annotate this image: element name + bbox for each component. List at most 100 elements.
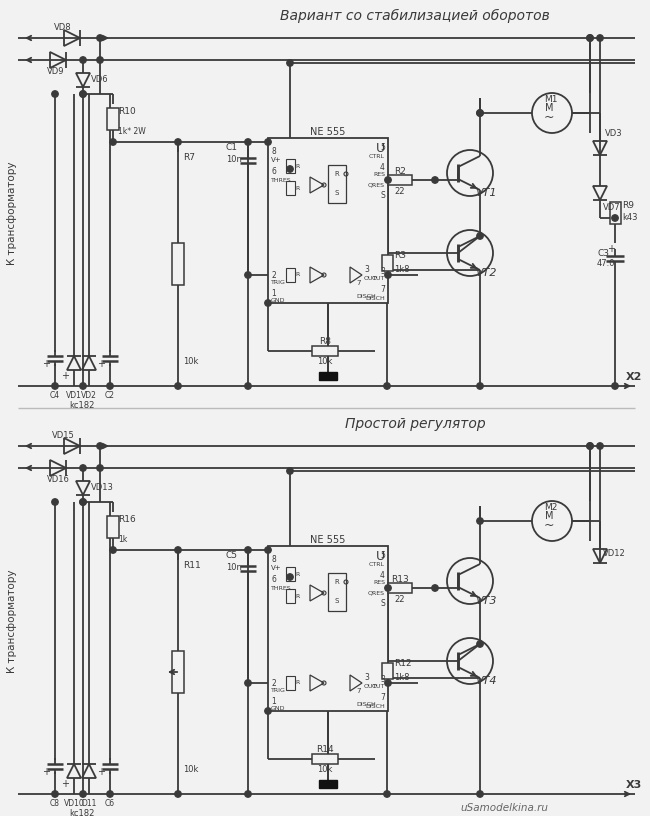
Circle shape (477, 518, 483, 524)
Text: VD16: VD16 (47, 476, 70, 485)
Text: C1: C1 (226, 143, 238, 152)
Text: VD13: VD13 (91, 484, 114, 493)
Circle shape (52, 383, 58, 389)
Text: R: R (296, 571, 300, 576)
Text: 1: 1 (271, 697, 276, 706)
Text: 5: 5 (380, 144, 385, 153)
Circle shape (80, 57, 86, 63)
Bar (319, 780, 337, 788)
Circle shape (175, 547, 181, 553)
Circle shape (175, 791, 181, 797)
Text: TRIG: TRIG (271, 281, 286, 286)
Text: DISCH: DISCH (365, 295, 385, 300)
Text: 5: 5 (380, 552, 385, 561)
Bar (610, 202, 621, 224)
Bar (328, 165, 346, 203)
Text: OUT: OUT (364, 277, 378, 282)
Bar (312, 754, 338, 764)
Text: DISCH: DISCH (365, 703, 385, 708)
Bar (107, 108, 119, 130)
Text: CTRL: CTRL (369, 154, 385, 159)
Text: TRIG: TRIG (271, 689, 286, 694)
Bar (382, 255, 393, 271)
Text: S: S (380, 190, 385, 199)
Circle shape (385, 177, 391, 184)
Text: kc182: kc182 (70, 401, 95, 410)
Text: ~: ~ (544, 518, 554, 531)
Text: R7: R7 (183, 153, 195, 162)
Circle shape (587, 443, 593, 449)
Circle shape (612, 383, 618, 389)
Text: VD8: VD8 (54, 23, 72, 32)
Text: 1: 1 (271, 289, 276, 298)
Text: M: M (545, 511, 553, 521)
Circle shape (384, 383, 390, 389)
Text: 4: 4 (380, 162, 385, 171)
Circle shape (80, 91, 86, 97)
Text: VD7: VD7 (603, 202, 621, 211)
Text: R11: R11 (183, 561, 201, 570)
Circle shape (477, 383, 483, 389)
Circle shape (287, 574, 293, 580)
Circle shape (612, 215, 618, 221)
Bar (388, 175, 412, 185)
Text: 8: 8 (271, 556, 276, 565)
Text: 2: 2 (271, 270, 276, 280)
Circle shape (597, 35, 603, 41)
Text: 10k: 10k (317, 765, 333, 774)
Text: К трансформатору: К трансформатору (7, 162, 17, 264)
Text: VD3: VD3 (605, 128, 623, 138)
Text: +: + (61, 779, 69, 789)
Text: DISCH: DISCH (356, 703, 376, 707)
Text: THRES: THRES (271, 179, 292, 184)
Circle shape (587, 35, 593, 41)
Text: V+: V+ (271, 157, 281, 163)
Circle shape (477, 110, 483, 116)
Bar (319, 372, 337, 380)
Text: OUT: OUT (372, 685, 385, 690)
Circle shape (80, 499, 86, 505)
Text: R: R (296, 185, 300, 190)
Circle shape (175, 139, 181, 145)
Circle shape (245, 383, 251, 389)
Bar (312, 346, 338, 356)
Text: R10: R10 (118, 108, 136, 117)
Text: VD15: VD15 (51, 431, 74, 440)
Circle shape (245, 139, 251, 145)
Text: 7: 7 (380, 693, 385, 702)
Text: +: + (97, 767, 105, 777)
Text: +: + (97, 359, 105, 369)
Text: S: S (335, 190, 339, 196)
Circle shape (245, 547, 251, 553)
Text: S: S (380, 598, 385, 607)
Circle shape (80, 91, 86, 97)
Text: X3: X3 (626, 780, 642, 790)
Circle shape (432, 585, 438, 592)
Text: OUT: OUT (364, 685, 378, 690)
Text: CTRL: CTRL (369, 562, 385, 567)
Text: RES: RES (373, 172, 385, 178)
Text: 22: 22 (395, 187, 405, 196)
Text: C8: C8 (50, 799, 60, 808)
Text: 10n: 10n (226, 564, 242, 573)
Circle shape (265, 299, 271, 306)
Circle shape (52, 791, 58, 797)
Text: R: R (296, 593, 300, 598)
Text: C6: C6 (105, 799, 115, 808)
Circle shape (80, 383, 86, 389)
Bar (285, 567, 294, 581)
Text: VT3: VT3 (475, 596, 497, 606)
Bar (388, 583, 412, 593)
Text: +: + (607, 244, 615, 254)
Text: R16: R16 (118, 516, 136, 525)
Text: R: R (335, 171, 339, 177)
Text: R: R (335, 579, 339, 585)
Text: VD12: VD12 (603, 549, 626, 558)
Bar (285, 589, 294, 603)
Circle shape (245, 791, 251, 797)
Circle shape (265, 707, 271, 714)
Text: RES: RES (373, 580, 385, 586)
Bar (382, 663, 393, 679)
Text: 3: 3 (364, 672, 369, 681)
Circle shape (385, 272, 391, 278)
